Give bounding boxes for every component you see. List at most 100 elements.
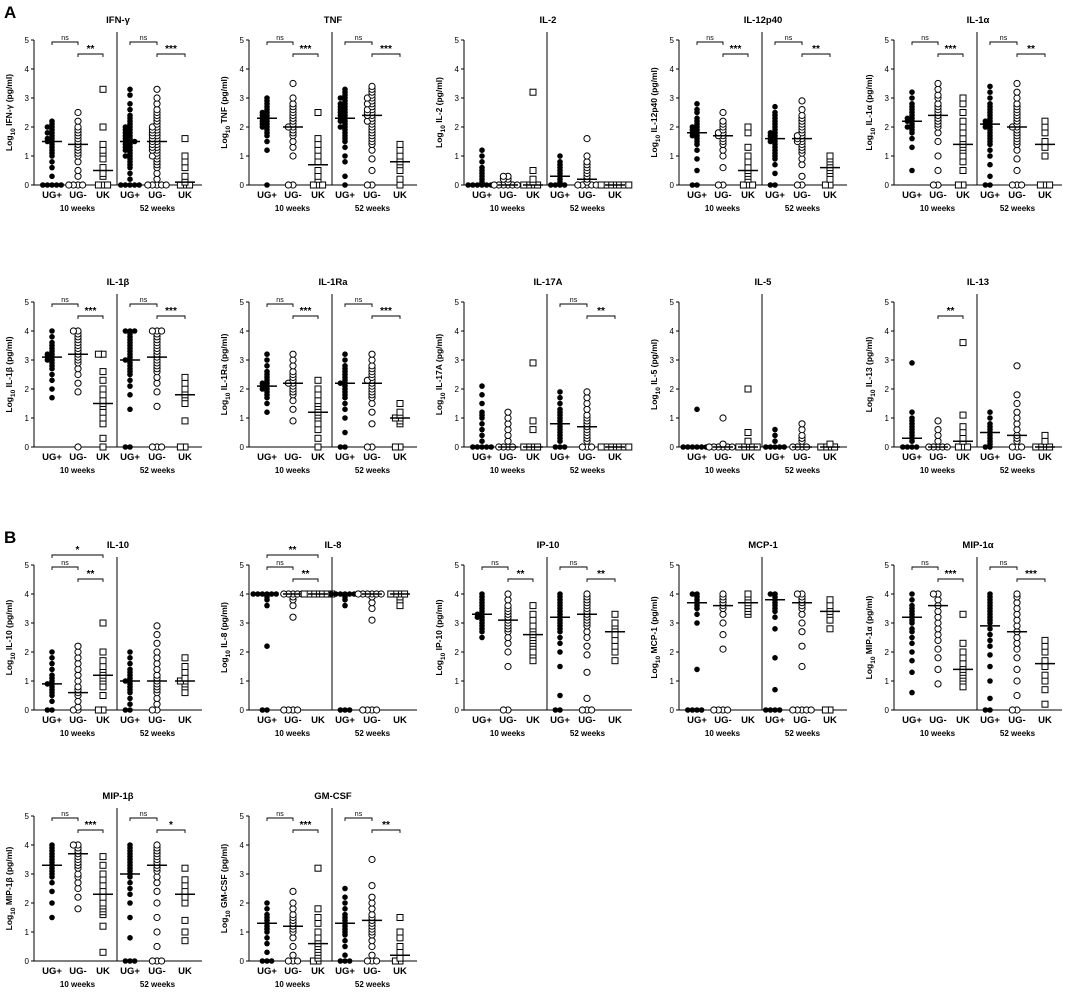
data-point [264, 935, 270, 941]
data-point [959, 429, 967, 436]
significance-bracket [266, 41, 294, 45]
group-label: 10 weeks [490, 204, 526, 213]
data-point [314, 928, 322, 936]
data-point [99, 648, 107, 656]
chart-title: IL-17A [533, 277, 562, 288]
data-point [99, 164, 107, 172]
chart-title: IL-1α [967, 15, 990, 26]
x-category-label: UK [96, 715, 110, 726]
chart-title: MIP-1β [102, 791, 133, 802]
data-point [499, 172, 508, 180]
significance-label: ** [947, 306, 955, 317]
data-point [74, 677, 82, 685]
data-point [289, 602, 297, 610]
data-point [954, 181, 962, 189]
significance-label: ns [570, 560, 578, 567]
data-point [744, 429, 752, 436]
data-point [337, 958, 344, 964]
significance-bracket [344, 817, 373, 821]
x-category-label: UK [311, 715, 325, 726]
y-tick-label: 5 [885, 561, 890, 570]
data-point [94, 181, 102, 189]
data-point [99, 882, 107, 890]
data-point [826, 596, 834, 604]
x-category-label: UK [178, 452, 192, 463]
data-point [368, 408, 376, 416]
x-category-label: UG- [284, 452, 301, 463]
data-point [99, 899, 107, 907]
data-point [396, 934, 404, 942]
significance-label: ns [140, 297, 148, 304]
significance-bracket [937, 315, 964, 319]
data-point [1041, 143, 1049, 151]
y-tick-label: 1 [240, 152, 245, 161]
data-point [49, 377, 55, 384]
data-point [44, 351, 51, 357]
x-category-label: UG+ [42, 966, 62, 977]
group-label: 10 weeks [275, 980, 311, 989]
y-tick-label: 5 [885, 36, 890, 45]
x-category-label: UK [823, 190, 837, 201]
data-point [74, 443, 82, 451]
x-category-label: UK [608, 715, 622, 726]
data-point [557, 663, 563, 670]
significance-label: *** [380, 44, 392, 55]
significance-bracket [129, 303, 158, 307]
significance-bracket [77, 578, 104, 582]
data-point [396, 954, 404, 962]
data-point [798, 420, 806, 428]
significance-bracket [266, 817, 294, 821]
chart-title: IL-12p40 [744, 15, 783, 26]
data-point [289, 350, 297, 358]
significance-label: *** [85, 306, 97, 317]
data-point [909, 415, 915, 421]
data-point [342, 400, 348, 407]
data-point [557, 153, 563, 159]
x-category-label: UG- [578, 190, 595, 201]
y-tick-label: 3 [885, 94, 890, 103]
data-point [959, 434, 967, 442]
data-point [368, 893, 376, 901]
data-point [342, 952, 348, 958]
data-point [396, 928, 404, 936]
data-point [162, 181, 170, 189]
x-category-label: UG- [284, 190, 301, 201]
x-category-label: UK [178, 190, 192, 201]
data-point [122, 124, 129, 130]
data-point [122, 182, 129, 188]
data-point [319, 181, 327, 189]
data-point [153, 622, 161, 630]
x-category-label: UG- [69, 966, 86, 977]
data-point [153, 106, 161, 114]
significance-bracket [344, 41, 373, 45]
data-point [987, 637, 993, 644]
data-point [368, 942, 376, 951]
y-axis-label: Log10 IL-5 (pg/ml) [649, 339, 662, 410]
data-point [131, 182, 138, 188]
y-tick-label: 0 [455, 706, 460, 715]
y-tick-label: 4 [670, 590, 675, 599]
data-point [934, 607, 942, 616]
data-point [1013, 79, 1021, 88]
data-point [373, 957, 381, 965]
panel-il-17a: IL-17A 0 1 2 3 4 5 Log10 IL-17A (pg/ml) UG+ UG- UK… [430, 272, 640, 482]
data-point [122, 153, 129, 159]
y-tick-label: 3 [240, 619, 245, 628]
chart-title: IL-10 [107, 540, 129, 551]
data-point [314, 385, 322, 393]
data-point [368, 951, 376, 959]
data-point [289, 356, 297, 364]
x-category-label: UG+ [472, 452, 492, 463]
data-point [127, 392, 133, 398]
data-point [49, 164, 55, 171]
significance-label: *** [1025, 569, 1037, 580]
data-point [368, 616, 376, 624]
data-point [552, 182, 559, 188]
data-point [49, 660, 55, 667]
data-point [744, 158, 752, 166]
data-point [583, 411, 591, 419]
data-point [987, 409, 993, 415]
data-point [934, 680, 942, 688]
x-category-label: UG+ [335, 190, 355, 201]
data-point [934, 636, 942, 645]
